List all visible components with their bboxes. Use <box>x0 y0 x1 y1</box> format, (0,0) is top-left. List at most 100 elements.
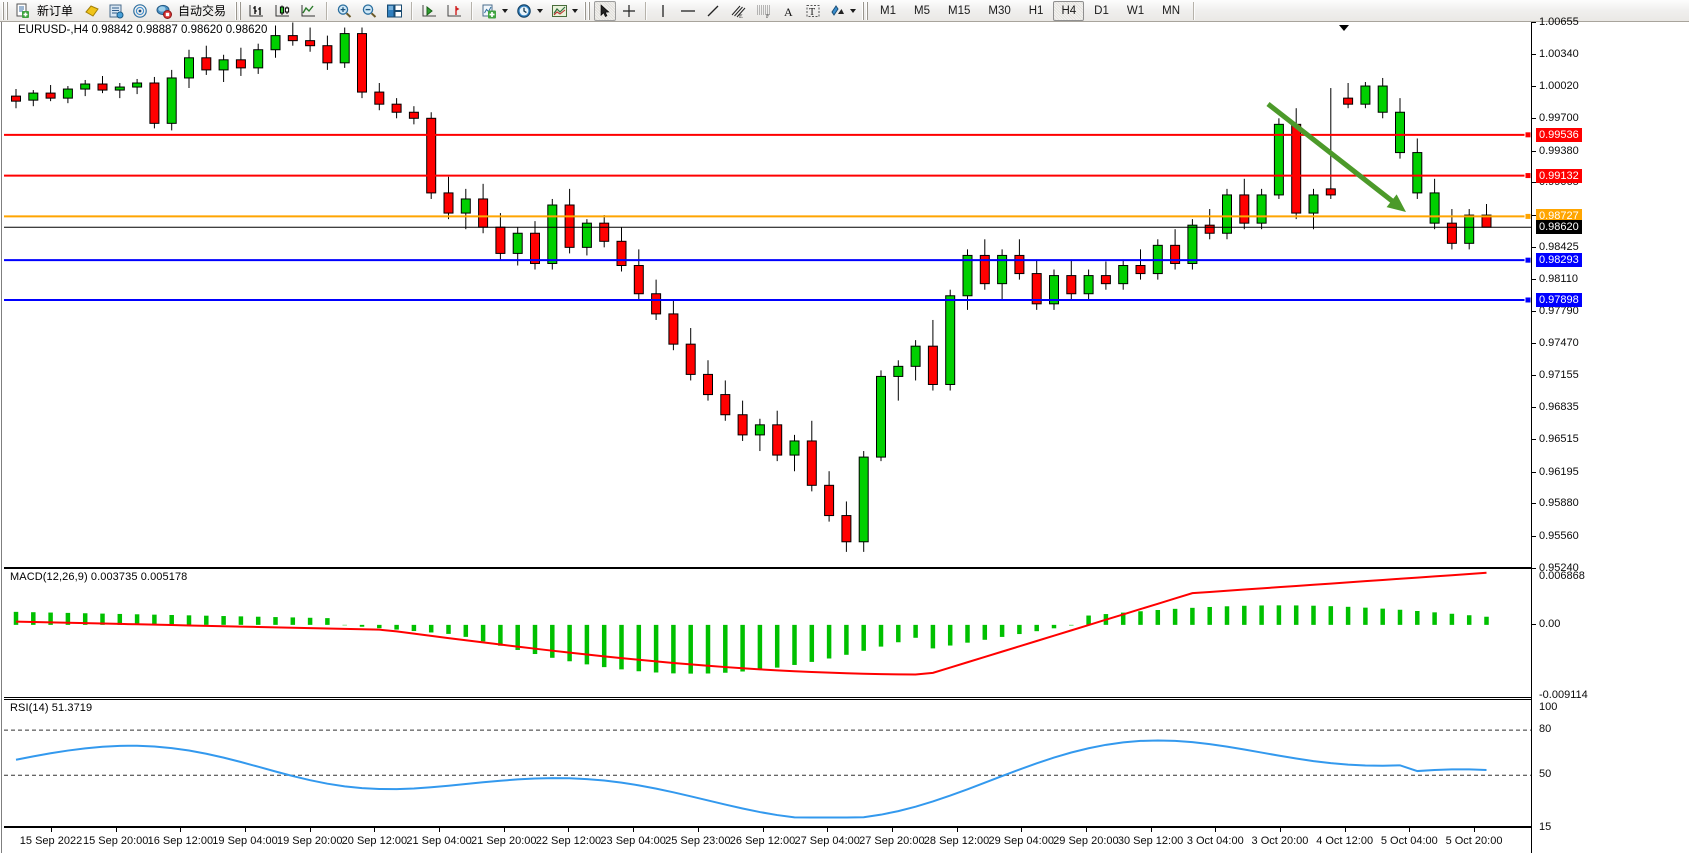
macd-signal-line <box>15 571 1487 676</box>
price-level-tag[interactable]: 0.99536 <box>1536 127 1582 142</box>
templates-button[interactable] <box>548 1 581 21</box>
time-tick <box>245 828 247 832</box>
cursor-button[interactable] <box>594 0 617 21</box>
time-tick <box>439 828 441 832</box>
candlestick <box>512 227 523 266</box>
chevron-down-icon[interactable] <box>502 8 509 13</box>
arrows-button[interactable] <box>826 1 859 21</box>
periods-button[interactable] <box>513 1 546 21</box>
downtrend-arrow[interactable] <box>1266 102 1406 212</box>
candlestick <box>1222 188 1232 240</box>
rsi-axis-label: 50 <box>1539 768 1552 781</box>
rsi-pane[interactable]: RSI(14) 51.3719 <box>4 699 1531 827</box>
equidistant-channel-button[interactable]: E <box>726 1 750 21</box>
strategy-tester-icon <box>132 3 148 19</box>
time-axis-label: 4 Oct 12:00 <box>1316 835 1374 847</box>
toolbar-grip[interactable] <box>2 1 9 20</box>
price-level-anchor[interactable] <box>1524 296 1531 304</box>
svg-text:F: F <box>766 14 770 19</box>
toolbar-grip-3[interactable] <box>584 1 592 20</box>
price-level-anchor[interactable] <box>1524 172 1531 180</box>
candlestick-chart-button[interactable] <box>271 1 295 21</box>
chevron-down-icon[interactable] <box>572 8 579 13</box>
zoom-out-button[interactable] <box>358 1 381 21</box>
text-label-button[interactable]: T <box>802 1 824 21</box>
candlestick <box>495 213 506 260</box>
candlestick <box>1170 229 1181 270</box>
tf-d1[interactable]: D1 <box>1094 4 1109 17</box>
axis-tick <box>1532 343 1536 345</box>
price-level-anchor[interactable] <box>1524 256 1531 264</box>
auto-scroll-icon <box>421 3 438 19</box>
templates-icon <box>551 3 568 19</box>
auto-scroll-button[interactable] <box>418 1 441 21</box>
bar-chart-button[interactable] <box>245 1 269 21</box>
price-axis-label: 0.95240 <box>1539 562 1579 574</box>
candlestick <box>824 471 835 522</box>
time-axis-label: 3 Oct 20:00 <box>1251 835 1309 847</box>
price-axis-label: 0.99380 <box>1539 144 1579 157</box>
price-level-tag[interactable]: 0.97898 <box>1536 292 1582 307</box>
time-axis-label: 26 Sep 12:00 <box>729 835 796 847</box>
candlestick <box>945 289 956 391</box>
tf-w1[interactable]: W1 <box>1126 4 1145 17</box>
tf-m1[interactable]: M1 <box>880 4 897 17</box>
price-level-tag[interactable]: 0.98620 <box>1536 220 1582 235</box>
trendline-button[interactable] <box>702 1 724 21</box>
chevron-down-icon[interactable] <box>850 8 857 13</box>
expert-advisors-button[interactable] <box>81 1 103 21</box>
zoom-in-button[interactable] <box>333 1 356 21</box>
candlestick <box>703 360 713 401</box>
chevron-down-icon[interactable] <box>537 8 544 13</box>
new-order-button[interactable]: 新订单 <box>12 1 79 21</box>
toolbar-grip-2[interactable] <box>235 1 243 20</box>
auto-trading-button[interactable]: 自动交易 <box>153 1 232 21</box>
tf-h1[interactable]: H1 <box>1028 4 1044 17</box>
indicators-button[interactable] <box>478 1 511 21</box>
horizontal-line-button[interactable] <box>676 1 700 21</box>
time-axis[interactable]: 15 Sep 2022 15 Sep 20:00 16 Sep 12:00 19 Se… <box>4 827 1531 853</box>
crosshair-button[interactable] <box>618 1 640 21</box>
time-tick <box>1409 828 1411 832</box>
time-axis-label: 19 Sep 04:00 <box>212 835 278 847</box>
tf-m30[interactable]: M30 <box>988 4 1011 17</box>
toolbar-separator-5 <box>1193 1 1195 20</box>
fibonacci-retracement-button[interactable]: F <box>752 1 776 21</box>
time-axis-label: 29 Sep 20:00 <box>1053 835 1119 847</box>
candlestick <box>97 75 108 94</box>
price-level-anchor[interactable] <box>1524 212 1531 220</box>
price-pane[interactable] <box>4 22 1531 568</box>
candlestick <box>1031 259 1042 310</box>
svg-text:T: T <box>809 7 815 18</box>
zoom-in-icon <box>336 3 353 19</box>
price-level-tag[interactable]: 0.98727 <box>1536 209 1582 224</box>
price-level-tag[interactable]: 0.99132 <box>1536 168 1582 183</box>
price-level-tag[interactable]: 0.98293 <box>1536 253 1582 268</box>
svg-text:A: A <box>784 5 793 19</box>
text-button[interactable]: A <box>778 1 800 21</box>
tf-m5[interactable]: M5 <box>914 4 930 17</box>
price-level-anchor[interactable] <box>1524 131 1531 139</box>
toolbar-grip-4[interactable] <box>862 1 870 20</box>
data-window-button[interactable] <box>105 1 127 21</box>
vertical-line-button[interactable] <box>652 1 674 21</box>
axis-tick <box>1532 214 1536 216</box>
strategy-tester-button[interactable] <box>129 1 151 21</box>
axis-tick <box>1532 374 1536 376</box>
tile-windows-button[interactable] <box>383 1 406 21</box>
tf-m15[interactable]: M15 <box>948 4 971 17</box>
chart-scroll-marker-icon[interactable] <box>1339 25 1349 31</box>
tf-h4[interactable]: H4 <box>1053 0 1085 21</box>
macd-pane[interactable]: MACD(12,26,9) 0.003735 0.005178 <box>4 568 1531 698</box>
candlestick <box>391 98 402 119</box>
time-axis-label: 30 Sep 12:00 <box>1117 835 1184 847</box>
candlestick <box>218 54 229 82</box>
candlestick <box>443 176 454 220</box>
line-chart-button[interactable] <box>297 1 321 21</box>
tf-mn[interactable]: MN <box>1162 4 1180 17</box>
time-axis-label: 5 Oct 20:00 <box>1445 835 1503 847</box>
axis-tick <box>1532 439 1536 441</box>
trendline-icon <box>705 3 721 19</box>
chart-shift-button[interactable] <box>443 1 466 21</box>
price-axis[interactable]: 1.006551.003401.000200.997000.993800.990… <box>1531 16 1689 853</box>
